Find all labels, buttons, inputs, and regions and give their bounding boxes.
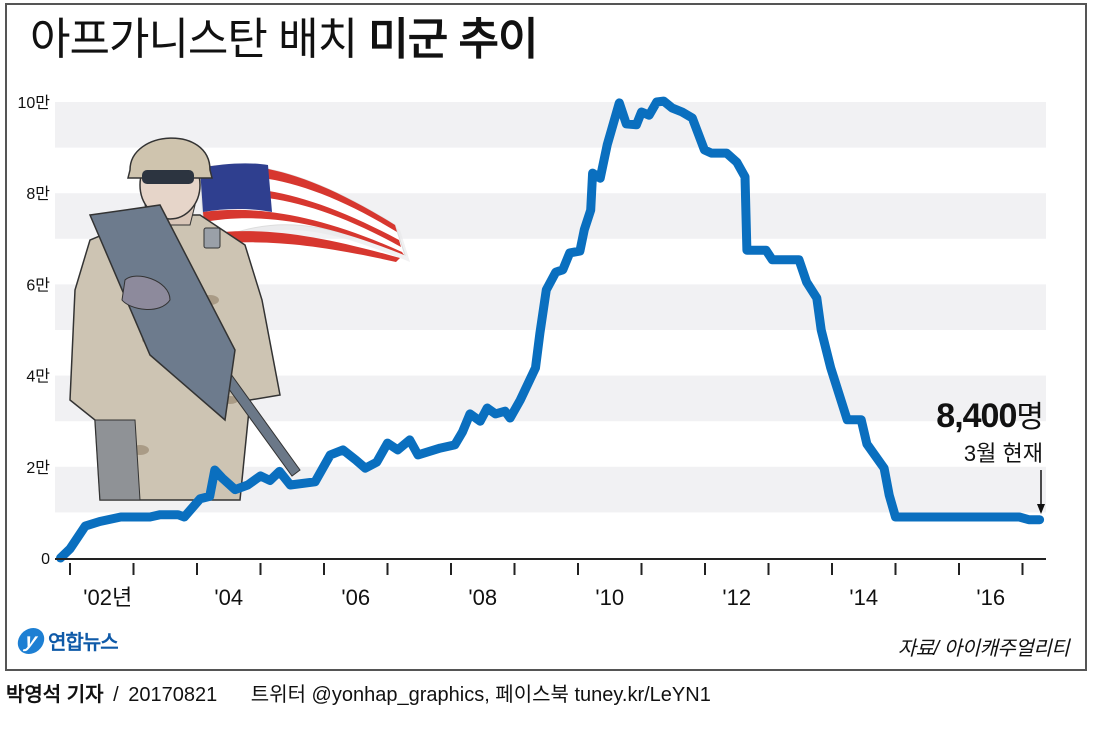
byline: 박영석 기자 / 20170821 트위터 @yonhap_graphics, …	[6, 678, 711, 707]
grid-band	[55, 102, 1046, 148]
latest-value-annotation: 8,400명	[936, 392, 1044, 436]
title-bold: 미군 추이	[368, 15, 538, 64]
social-links: 트위터 @yonhap_graphics, 페이스북 tuney.kr/LeYN…	[250, 684, 711, 706]
author: 박영석 기자	[6, 684, 104, 706]
yonhap-logo-icon: y	[15, 627, 47, 654]
x-tick-label: '14	[849, 585, 878, 610]
x-tick-label: '02년	[83, 585, 132, 610]
x-tick-label: '16	[976, 585, 1005, 610]
x-tick-label: '08	[468, 585, 497, 610]
chart-title: 아프가니스탄 배치 미군 추이	[30, 12, 538, 68]
y-axis-labels: 0 2만 4만 6만 8만 10만	[17, 94, 50, 568]
series-line	[56, 96, 1045, 563]
x-tick-label: '10	[595, 585, 624, 610]
yonhap-logo-text: 연합뉴스	[48, 632, 119, 654]
us-flag-icon	[198, 163, 410, 262]
troop-count-line	[56, 96, 1045, 563]
soldier-with-us-flag-illustration	[69, 137, 410, 501]
byline-separator: /	[113, 684, 119, 706]
y-tick-label: 2만	[26, 459, 50, 477]
y-tick-label: 10만	[17, 94, 50, 112]
soldier-icon	[69, 137, 301, 501]
x-tick-label: '06	[341, 585, 370, 610]
yonhap-logo: y 연합뉴스	[15, 626, 119, 655]
down-arrow-icon	[1037, 470, 1045, 514]
y-tick-label: 8만	[26, 185, 50, 203]
data-source: 자료/ 아이캐주얼리티	[897, 638, 1070, 660]
latest-value-date: 3월 현재	[963, 441, 1043, 466]
latest-value: 8,400	[936, 397, 1017, 435]
publish-date: 20170821	[128, 684, 218, 706]
y-tick-label: 0	[41, 551, 50, 568]
x-axis: '02년 '04 '06 '08 '10 '12 '14 '16	[55, 558, 1046, 610]
y-tick-label: 6만	[26, 276, 50, 294]
x-tick-label: '12	[722, 585, 751, 610]
latest-value-unit: 명	[1016, 401, 1044, 434]
x-tick-label: '04	[214, 585, 243, 610]
y-tick-label: 4만	[26, 368, 50, 386]
title-light: 아프가니스탄 배치	[30, 15, 369, 64]
